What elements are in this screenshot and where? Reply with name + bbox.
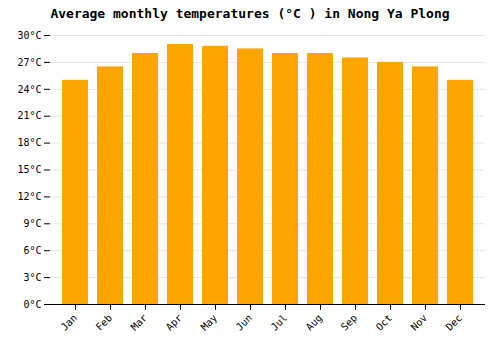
svg-text:Dec: Dec (444, 312, 465, 333)
svg-text:Feb: Feb (94, 312, 115, 333)
svg-text:Nov: Nov (409, 312, 430, 333)
svg-text:Jul: Jul (269, 312, 290, 333)
svg-text:3°C: 3°C (23, 272, 41, 283)
svg-text:12°C: 12°C (17, 191, 41, 202)
svg-text:6°C: 6°C (23, 245, 41, 256)
svg-text:May: May (199, 312, 220, 333)
svg-text:Jan: Jan (59, 312, 80, 333)
svg-text:Jun: Jun (234, 312, 255, 333)
svg-text:24°C: 24°C (17, 84, 41, 95)
svg-text:Oct: Oct (374, 312, 395, 333)
svg-text:Mar: Mar (129, 312, 150, 333)
svg-text:Sep: Sep (339, 312, 360, 333)
svg-text:27°C: 27°C (17, 57, 41, 68)
html-text:Average monthly temperatures (: Average monthly temperatures (°C ) in No… (50, 6, 450, 21)
svg-text:15°C: 15°C (17, 164, 41, 175)
svg-text:Apr: Apr (164, 312, 185, 333)
svg-text:30°C: 30°C (17, 30, 41, 41)
svg-text:Aug: Aug (304, 312, 325, 333)
svg-text:0°C: 0°C (23, 299, 41, 310)
svg-text:21°C: 21°C (17, 110, 41, 121)
svg-text:9°C: 9°C (23, 218, 41, 229)
svg-text:18°C: 18°C (17, 137, 41, 148)
